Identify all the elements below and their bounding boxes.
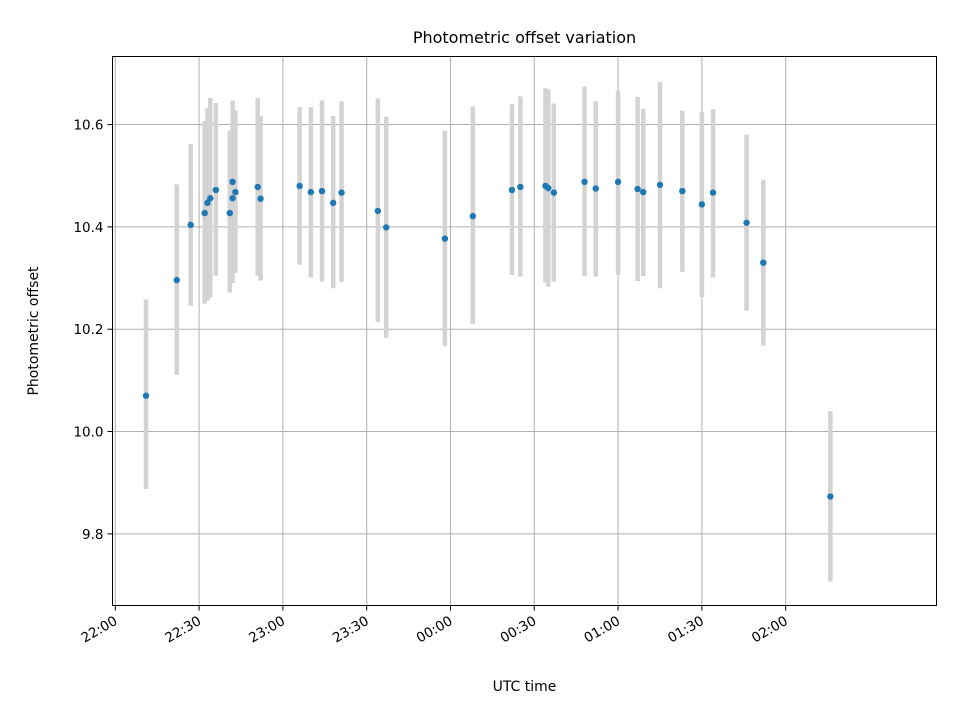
data-point [383, 224, 390, 231]
data-point [581, 178, 588, 186]
data-point [698, 201, 706, 208]
data-point [709, 189, 717, 196]
data-point [296, 182, 303, 190]
data-point [508, 186, 516, 194]
data-point [827, 493, 834, 500]
x-tick-label: 00:30 [498, 613, 540, 646]
data-point [207, 195, 214, 202]
y-axis-label: Photometric offset [26, 266, 42, 396]
data-point [592, 185, 599, 192]
chart-title: Photometric offset variation [413, 28, 636, 47]
y-tick-label: 10.4 [73, 220, 103, 236]
data-point [187, 221, 194, 229]
data-point [212, 186, 220, 194]
x-tick-label: 23:30 [330, 613, 372, 646]
plot-area [112, 56, 937, 606]
data-point [614, 178, 622, 186]
data-points [142, 178, 834, 500]
data-point [232, 188, 239, 196]
x-axis-label: UTC time [493, 679, 557, 695]
data-point [517, 183, 524, 191]
x-tick-label: 01:30 [665, 613, 707, 646]
data-point [226, 209, 234, 217]
y-tick-label: 9.8 [82, 527, 103, 543]
data-point [338, 189, 345, 196]
data-point [257, 195, 264, 202]
data-point [254, 183, 261, 191]
data-point [374, 207, 382, 215]
data-point [307, 188, 315, 196]
grid [112, 56, 937, 606]
data-point [679, 187, 686, 195]
x-tick-label: 01:00 [581, 613, 623, 646]
data-point [469, 212, 477, 220]
data-point [743, 219, 750, 226]
y-tick-label: 10.6 [73, 118, 103, 134]
x-tick-label: 22:00 [79, 613, 121, 646]
data-point [640, 188, 647, 196]
data-point [142, 392, 150, 399]
data-point [229, 178, 236, 186]
data-point [204, 199, 211, 207]
y-tick-label: 10.2 [73, 322, 103, 338]
data-point [545, 184, 552, 192]
data-point [634, 185, 641, 193]
y-tick-label: 10.0 [73, 425, 103, 441]
data-point [656, 181, 664, 189]
x-tick-label: 22:30 [162, 613, 204, 646]
x-tick-label: 23:00 [246, 613, 288, 646]
error-bars [143, 82, 833, 582]
x-axis-ticks: 22:00 22:30 23:00 23:30 00:00 00:30 01:00 01:30… [79, 605, 791, 646]
x-tick-label: 02:00 [749, 613, 791, 646]
data-point [229, 195, 236, 202]
data-point [201, 209, 208, 217]
y-axis-ticks: 9.8 10.0 10.2 10.4 10.6 [73, 118, 113, 543]
data-point [550, 189, 558, 196]
data-point [329, 199, 337, 207]
data-point [173, 276, 180, 284]
data-point [441, 235, 449, 242]
data-point [760, 259, 767, 266]
x-tick-label: 00:00 [414, 613, 456, 646]
data-point [318, 187, 326, 195]
